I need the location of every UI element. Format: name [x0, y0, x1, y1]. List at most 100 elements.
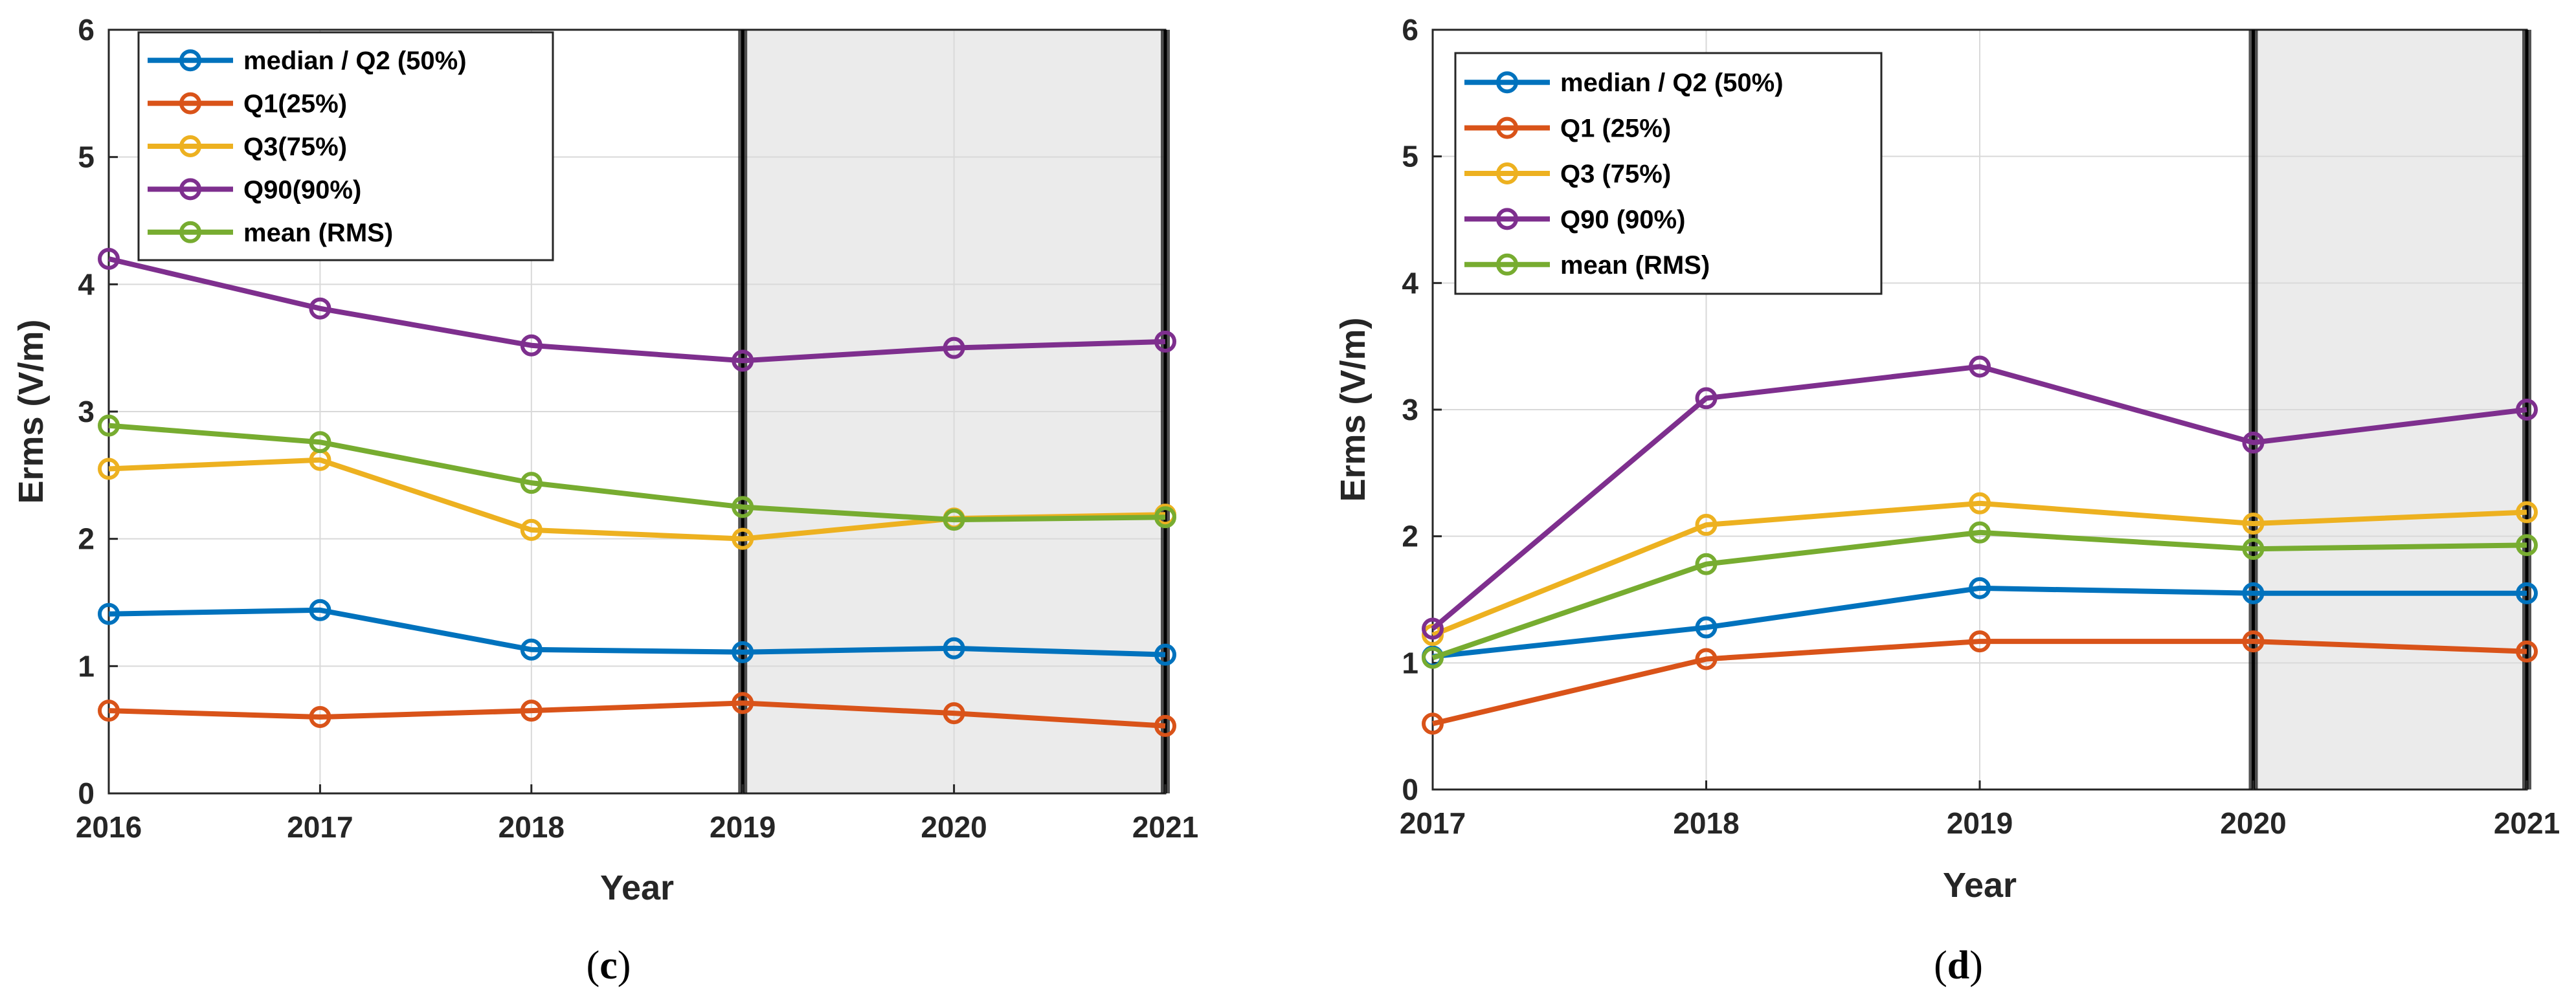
data-point	[98, 414, 120, 437]
y-tick-label: 5	[78, 140, 95, 174]
series-line	[108, 700, 1166, 729]
y-tick-label: 4	[78, 267, 95, 301]
x-tick-label: 2019	[1947, 806, 2013, 840]
data-point	[1154, 714, 1176, 737]
data-point	[1422, 712, 1444, 735]
data-point	[1154, 506, 1176, 529]
x-tick-label: 2018	[1673, 806, 1739, 840]
data-point	[309, 706, 331, 728]
data-point	[98, 458, 120, 480]
data-point	[2516, 640, 2538, 663]
y-tick-label: 2	[1402, 520, 1418, 553]
y-tick-label: 5	[1402, 140, 1418, 173]
legend-label: Q90 (90%)	[1560, 205, 1685, 234]
legend-label: median / Q2 (50%)	[1560, 69, 1784, 97]
data-point	[1695, 387, 1718, 410]
data-point	[732, 692, 754, 714]
x-tick-label: 2018	[498, 810, 565, 844]
data-point	[2242, 630, 2265, 653]
x-tick-label: 2017	[1400, 806, 1466, 840]
y-tick-label: 1	[1402, 646, 1418, 679]
y-tick-label: 6	[1402, 13, 1418, 47]
data-point	[1422, 646, 1444, 669]
data-point	[309, 297, 331, 320]
data-point	[1969, 630, 1991, 653]
data-point	[732, 349, 754, 372]
y-tick-label: 3	[78, 395, 95, 428]
y-tick-label: 3	[1402, 393, 1418, 426]
legend-marker	[1496, 71, 1518, 94]
data-point	[520, 700, 543, 722]
panel-c: 0 1 2 3 4 5 6 2016 2017 2018 2019 2020 2021 Year Erms …	[12, 13, 1198, 907]
series-line	[1432, 585, 2527, 659]
data-point	[520, 518, 543, 541]
legend-label: Q3 (75%)	[1560, 160, 1671, 188]
y-tick-label: 6	[78, 13, 95, 47]
series-line	[1431, 364, 2527, 631]
data-point	[309, 599, 331, 621]
y-axis-label: Erms (V/m)	[12, 319, 50, 503]
data-point	[2242, 431, 2265, 454]
series-line	[108, 423, 1166, 523]
legend-label: Q1(25%)	[243, 90, 347, 118]
data-point	[1695, 553, 1718, 575]
data-point	[520, 638, 543, 661]
data-point	[520, 472, 543, 494]
data-point	[98, 700, 120, 722]
data-point	[1154, 330, 1176, 353]
data-point	[2242, 582, 2265, 604]
data-point	[1695, 648, 1718, 670]
legend-marker	[179, 49, 201, 72]
panel-d: 0 1 2 3 4 5 6 2017 2018 2019 2020 2021 Year Erms (V/m…	[1334, 13, 2560, 905]
legend-marker	[179, 135, 201, 157]
data-point	[943, 509, 965, 531]
data-point	[1969, 577, 1991, 599]
series-line	[1432, 639, 2527, 727]
data-point	[1422, 617, 1444, 640]
data-point	[1969, 355, 1991, 378]
data-point	[1969, 521, 1991, 544]
data-point	[2516, 399, 2538, 421]
caption-d: (d)	[1934, 944, 1983, 988]
legend-marker	[1496, 208, 1518, 230]
x-tick-label: 2020	[921, 810, 987, 844]
legend-label: mean (RMS)	[1560, 251, 1710, 280]
x-axis-label: Year	[1943, 866, 2017, 905]
data-point	[520, 334, 543, 357]
data-point	[732, 527, 754, 550]
data-point	[943, 337, 965, 359]
data-point	[943, 637, 965, 659]
series-line	[1431, 529, 2527, 661]
y-tick-label: 1	[78, 649, 95, 683]
series-line	[1431, 500, 2527, 637]
data-point	[98, 602, 120, 625]
y-tick-label: 4	[1402, 266, 1418, 300]
data-point	[1695, 514, 1718, 536]
legend-label: Q90(90%)	[243, 175, 361, 204]
y-tick-label: 0	[1402, 773, 1418, 806]
data-point	[943, 702, 965, 725]
series-line	[108, 256, 1166, 364]
legend-marker	[1496, 116, 1518, 139]
data-point	[2242, 538, 2265, 560]
legend-label: median / Q2 (50%)	[243, 47, 467, 75]
x-axis-label: Year	[600, 868, 674, 907]
x-tick-label: 2021	[1132, 810, 1198, 844]
data-point	[1154, 643, 1176, 666]
legend-label: Q1 (25%)	[1560, 115, 1671, 143]
x-tick-label: 2016	[76, 810, 142, 844]
x-tick-label: 2019	[710, 810, 776, 844]
data-point	[309, 431, 331, 454]
legend-label: mean (RMS)	[243, 219, 393, 247]
data-point	[98, 248, 120, 270]
data-point	[2242, 513, 2265, 535]
legend-label: Q3(75%)	[243, 133, 347, 161]
data-point	[732, 641, 754, 663]
data-point	[1969, 492, 1991, 514]
y-tick-label: 0	[78, 777, 95, 810]
legend-marker	[1496, 253, 1518, 276]
x-tick-label: 2017	[287, 810, 353, 844]
caption-c: (c)	[587, 944, 631, 988]
y-axis-label: Erms (V/m)	[1334, 317, 1372, 502]
